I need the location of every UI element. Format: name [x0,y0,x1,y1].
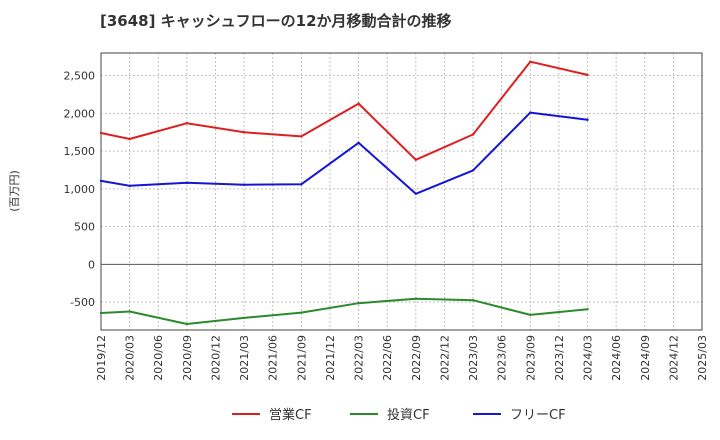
legend-label: フリーCF [510,408,566,423]
data-point [586,118,589,121]
y-tick-label: 2,500 [64,70,96,83]
data-point [414,297,418,300]
data-point [185,181,189,185]
data-point [242,316,246,320]
x-tick-label: 2021/06 [267,335,280,381]
data-point [529,111,532,114]
data-point [357,141,360,145]
data-point [99,179,103,183]
data-point [471,298,475,302]
x-tick-label: 2024/03 [582,335,595,381]
x-tick-label: 2024/06 [610,335,623,381]
chart-title: [3648] キャッシュフローの12か月移動合計の推移 [100,12,452,30]
x-tick-label: 2023/12 [553,335,566,381]
y-tick-label: 500 [74,221,95,234]
legend-label: 投資CF [387,407,430,423]
x-tick-label: 2021/03 [238,335,251,381]
data-point [99,311,103,315]
x-tick-label: 2024/12 [667,335,680,381]
x-tick-label: 2023/09 [524,335,537,381]
data-point [529,313,532,317]
plot-area [100,52,703,331]
data-point [586,73,589,77]
series-line [100,297,588,325]
x-tick-label: 2025/03 [696,335,709,381]
y-tick-labels: 2,500 2,000 1,500 1,000 500 0 -500 [64,70,96,309]
x-tick-label: 2023/03 [467,335,480,381]
data-point [242,183,246,186]
x-tick-label: 2022/03 [353,335,366,381]
data-point [471,169,475,172]
x-tick-label: 2023/06 [496,335,509,381]
legend: 営業CF 投資CF フリーCF [232,407,566,423]
data-point [471,133,475,136]
x-tick-label: 2021/12 [324,335,337,381]
y-tick-label: 0 [88,258,95,271]
data-point [414,192,418,195]
y-tick-label: 2,000 [64,107,96,120]
y-tick-label: 1,500 [64,145,96,158]
data-point [185,121,189,125]
data-point [242,131,246,134]
data-point [529,60,532,63]
y-tick-label: 1,000 [64,183,96,196]
x-tick-labels: 2019/12 2020/03 2020/06 2020/09 2020/12 2021/… [95,335,709,381]
data-point [128,310,131,313]
data-point [357,302,360,305]
data-point [586,308,589,311]
x-tick-label: 2024/09 [639,335,652,381]
series-line [100,60,588,161]
x-tick-label: 2020/09 [181,335,194,381]
data-point [300,183,303,186]
data-point [185,322,189,326]
data-point [99,131,103,135]
x-tick-label: 2021/09 [295,335,308,381]
data-point [414,158,418,161]
series-layer [99,60,589,326]
series-line [100,111,588,195]
x-tick-label: 2022/09 [410,335,423,381]
data-point [300,311,303,314]
y-tick-label: -500 [70,296,95,309]
x-tick-label: 2020/03 [124,335,137,381]
data-point [300,135,303,138]
data-point [128,137,131,141]
data-point [128,184,131,188]
x-tick-label: 2020/12 [209,335,222,381]
x-tick-label: 2019/12 [95,335,108,381]
x-tick-label: 2022/06 [381,335,394,381]
legend-label: 営業CF [269,407,312,423]
data-point [357,102,360,105]
grid [100,53,703,330]
y-axis-label: (百万円) [8,170,21,212]
x-tick-label: 2020/06 [152,335,165,381]
x-tick-label: 2022/12 [438,335,451,381]
